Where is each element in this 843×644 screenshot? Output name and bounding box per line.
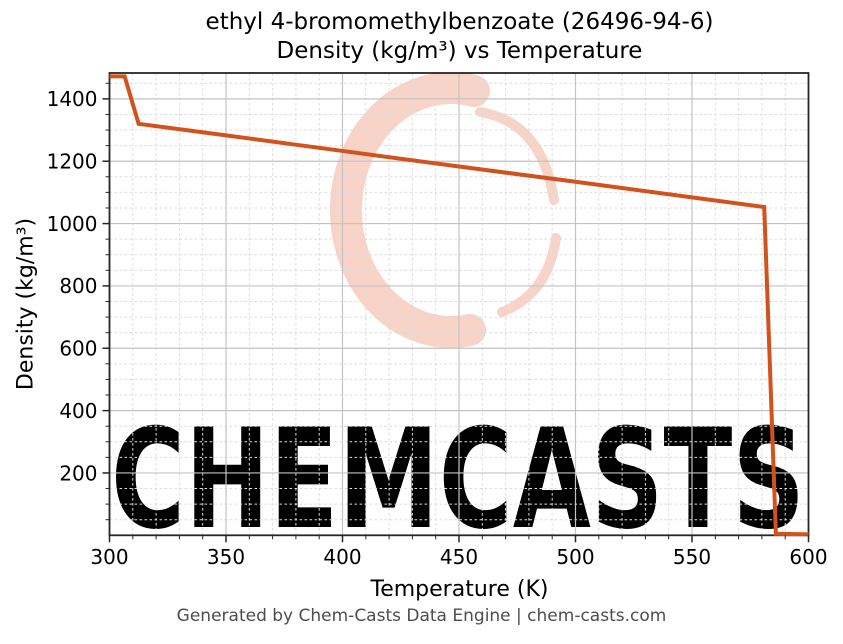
x-tick-label: 300 bbox=[90, 545, 128, 569]
y-axis-label: Density (kg/m³) bbox=[13, 217, 39, 391]
y-tick-label: 1000 bbox=[47, 212, 98, 236]
watermark-swirl-icon bbox=[475, 107, 559, 205]
watermark-swirl-icon bbox=[497, 233, 561, 317]
chart-title-line-2: Density (kg/m³) vs Temperature bbox=[276, 38, 643, 64]
x-tick-label: 550 bbox=[673, 545, 711, 569]
watermark-text: CHEMCASTS bbox=[111, 399, 805, 560]
watermark-swirl-icon bbox=[329, 73, 490, 348]
watermark: CHEMCASTS bbox=[111, 73, 805, 560]
y-tick-label: 800 bbox=[59, 274, 97, 298]
x-tick-label: 600 bbox=[789, 545, 827, 569]
y-tick-label: 200 bbox=[59, 461, 97, 485]
footer-credit: Generated by Chem-Casts Data Engine | ch… bbox=[176, 606, 667, 626]
density-curve bbox=[109, 74, 809, 537]
x-tick-label: 500 bbox=[556, 545, 594, 569]
y-tick-label: 1400 bbox=[47, 87, 98, 111]
y-tick-label: 600 bbox=[59, 337, 97, 361]
y-tick-label: 1200 bbox=[47, 150, 98, 174]
chart-title-line-1: ethyl 4-bromomethylbenzoate (26496-94-6) bbox=[205, 9, 714, 35]
x-tick-label: 400 bbox=[323, 545, 361, 569]
x-tick-label: 350 bbox=[207, 545, 245, 569]
x-axis-label: Temperature (K) bbox=[370, 577, 549, 602]
x-tick-label: 450 bbox=[440, 545, 478, 569]
y-tick-label: 400 bbox=[59, 399, 97, 423]
